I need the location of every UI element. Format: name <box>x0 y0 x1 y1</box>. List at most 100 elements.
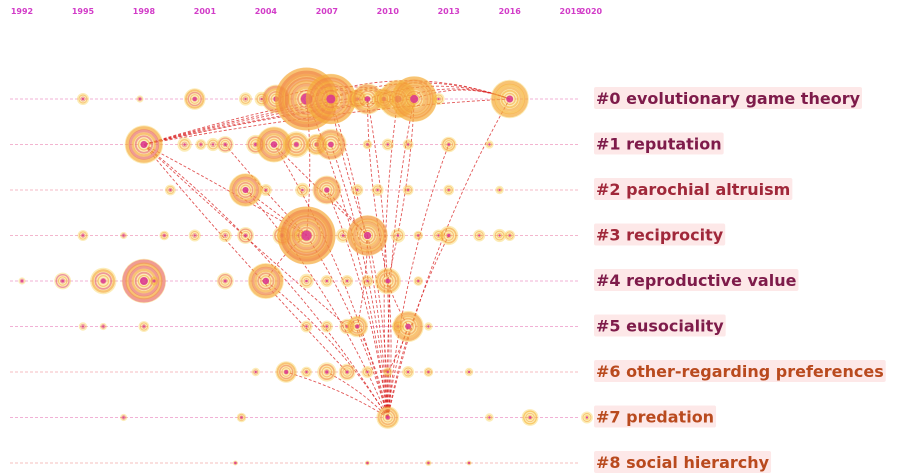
node-ring <box>353 221 382 250</box>
node-ring <box>281 367 291 377</box>
node-ring <box>55 274 70 288</box>
node-ring <box>268 138 280 151</box>
cluster-label-text: #8 social hierarchy <box>596 453 770 472</box>
node-core <box>223 142 227 147</box>
citation-node <box>54 272 72 290</box>
node-ring <box>405 369 411 375</box>
node-ring <box>321 366 333 378</box>
citation-node <box>413 276 424 286</box>
cluster-label-text: #3 reciprocity <box>596 226 724 245</box>
node-ring <box>222 278 228 284</box>
year-label-1998: 1998 <box>133 7 156 16</box>
node-ring <box>361 229 374 242</box>
node-ring <box>365 278 370 284</box>
citation-node <box>136 95 144 103</box>
node-ring <box>137 274 151 288</box>
node-ring <box>208 139 218 150</box>
node-ring <box>162 233 167 238</box>
citation-node <box>120 413 128 422</box>
node-ring <box>179 139 190 150</box>
cluster-label-5: #5 eusociality <box>594 314 726 337</box>
citation-node <box>580 411 593 424</box>
citation-link <box>387 235 450 418</box>
node-ring <box>166 185 175 194</box>
node-ring <box>80 96 86 102</box>
node-core <box>223 279 227 283</box>
node-core <box>427 370 430 374</box>
node-ring <box>237 413 246 422</box>
node-core <box>385 415 390 420</box>
node-ring <box>134 135 154 154</box>
node-ring <box>318 86 344 112</box>
node-core <box>326 94 336 104</box>
citation-link <box>143 144 348 327</box>
citation-link <box>273 144 389 418</box>
node-ring <box>397 82 432 116</box>
citation-link <box>286 371 389 418</box>
node-core <box>386 143 389 146</box>
node-core <box>417 279 420 283</box>
node-ring <box>361 93 374 105</box>
node-ring <box>384 277 391 285</box>
node-ring <box>340 365 355 379</box>
node-ring <box>254 269 278 293</box>
cluster-label-4: #4 reproductive value <box>594 269 799 291</box>
citation-link <box>245 189 389 418</box>
node-core <box>211 143 215 146</box>
citation-link <box>245 189 307 236</box>
node-ring <box>354 323 360 330</box>
citation-node <box>77 230 89 241</box>
citation-node <box>320 275 333 287</box>
year-label-2004: 2004 <box>255 7 278 16</box>
node-ring <box>344 278 350 284</box>
node-ring <box>322 276 332 286</box>
node-ring <box>233 461 238 465</box>
node-ring <box>376 269 400 293</box>
node-ring <box>240 230 251 241</box>
citation-node <box>382 367 393 377</box>
node-core <box>81 234 85 237</box>
node-ring <box>91 269 116 293</box>
node-core <box>406 370 410 374</box>
node-ring <box>414 277 422 285</box>
node-ring <box>375 187 381 193</box>
cluster-label-bg <box>594 360 886 382</box>
node-ring <box>312 80 350 118</box>
node-ring <box>350 218 385 253</box>
node-ring <box>222 141 228 147</box>
citation-node <box>351 184 364 196</box>
node-core <box>264 188 268 192</box>
node-ring <box>262 133 286 156</box>
node-ring <box>78 94 88 104</box>
node-ring <box>444 185 453 194</box>
node-ring <box>248 263 283 299</box>
citation-node <box>255 126 292 163</box>
node-ring <box>527 414 533 420</box>
node-core <box>341 234 345 237</box>
cluster-label-2: #2 parochial altruism <box>594 178 793 200</box>
node-ring <box>352 185 362 195</box>
citation-link <box>387 144 450 418</box>
node-ring <box>365 142 370 147</box>
node-ring <box>507 233 512 238</box>
node-ring <box>300 229 313 242</box>
node-ring <box>210 141 216 148</box>
node-core <box>262 277 270 285</box>
node-ring <box>220 230 231 241</box>
year-label-2007: 2007 <box>316 7 338 16</box>
node-ring <box>297 226 316 245</box>
year-label-2010: 2010 <box>377 7 400 16</box>
node-core <box>328 141 334 148</box>
node-ring <box>125 262 163 300</box>
node-core <box>366 279 369 283</box>
node-ring <box>494 83 525 115</box>
node-ring <box>220 276 230 286</box>
node-ring <box>280 209 333 262</box>
node-ring <box>378 272 397 290</box>
year-label-2016: 2016 <box>499 7 522 16</box>
node-ring <box>139 322 148 331</box>
node-ring <box>402 320 414 333</box>
citation-node <box>247 263 284 299</box>
node-core <box>417 234 420 237</box>
